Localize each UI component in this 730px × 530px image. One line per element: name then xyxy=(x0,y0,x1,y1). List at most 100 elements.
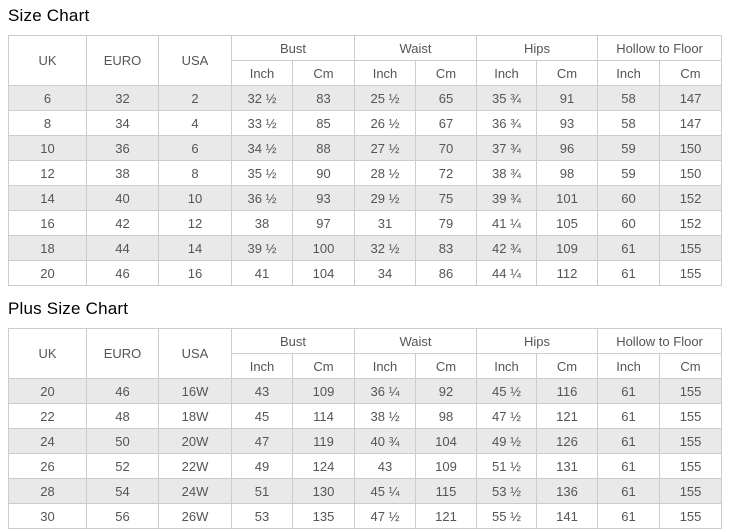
data-cell: 91 xyxy=(536,85,599,111)
data-cell: 36 ¾ xyxy=(476,110,538,136)
data-cell: 121 xyxy=(415,503,478,529)
plus-size-chart-table: UK EURO USA Bust Waist Hips Hollow to Floor Inc… xyxy=(8,328,723,529)
data-cell: 46 xyxy=(86,378,159,404)
data-cell: 61 xyxy=(597,503,661,529)
data-cell: 22 xyxy=(8,403,87,429)
header-subcell-inch: Inch xyxy=(231,353,293,379)
data-cell: 61 xyxy=(597,260,661,286)
data-cell: 44 xyxy=(86,235,159,261)
data-cell: 40 ¾ xyxy=(354,428,417,454)
header-subcell-cm: Cm xyxy=(415,353,478,379)
table-row: 26 52 22W 49 124 43 109 51 ½ 131 61 155 xyxy=(8,453,723,479)
data-cell: 93 xyxy=(536,110,599,136)
data-cell: 28 ½ xyxy=(354,160,417,186)
data-cell: 25 ½ xyxy=(354,85,417,111)
data-cell: 100 xyxy=(291,235,356,261)
header-group-hips: Hips xyxy=(476,35,599,61)
header-subcell-cm: Cm xyxy=(415,60,478,86)
table-row: 22 48 18W 45 114 38 ½ 98 47 ½ 121 61 155 xyxy=(8,403,723,429)
data-cell: 35 ¾ xyxy=(476,85,538,111)
header-group-waist: Waist xyxy=(354,35,478,61)
data-cell: 60 xyxy=(597,210,661,236)
data-cell: 47 ½ xyxy=(476,403,538,429)
data-cell: 61 xyxy=(597,378,661,404)
data-cell: 34 xyxy=(354,260,417,286)
data-cell: 155 xyxy=(659,403,723,429)
data-cell: 88 xyxy=(291,135,356,161)
data-cell: 14 xyxy=(158,235,232,261)
data-cell: 39 ½ xyxy=(231,235,293,261)
table-row: 24 50 20W 47 119 40 ¾ 104 49 ½ 126 61 155 xyxy=(8,428,723,454)
data-cell: 26 xyxy=(8,453,87,479)
data-cell: 20W xyxy=(158,428,232,454)
data-cell: 10 xyxy=(158,185,232,211)
data-cell: 155 xyxy=(659,453,723,479)
table-row: 10 36 6 34 ½ 88 27 ½ 70 37 ¾ 96 59 150 xyxy=(8,135,723,161)
data-cell: 115 xyxy=(415,478,478,504)
header-cell-uk: UK xyxy=(8,35,87,86)
data-cell: 35 ½ xyxy=(231,160,293,186)
data-cell: 155 xyxy=(659,478,723,504)
data-cell: 8 xyxy=(8,110,87,136)
data-cell: 41 xyxy=(231,260,293,286)
data-cell: 42 ¾ xyxy=(476,235,538,261)
data-cell: 43 xyxy=(354,453,417,479)
data-cell: 105 xyxy=(536,210,599,236)
data-cell: 6 xyxy=(158,135,232,161)
data-cell: 93 xyxy=(291,185,356,211)
data-cell: 65 xyxy=(415,85,478,111)
data-cell: 29 ½ xyxy=(354,185,417,211)
data-cell: 16W xyxy=(158,378,232,404)
data-cell: 61 xyxy=(597,235,661,261)
data-cell: 42 xyxy=(86,210,159,236)
data-cell: 61 xyxy=(597,453,661,479)
data-cell: 121 xyxy=(536,403,599,429)
data-cell: 4 xyxy=(158,110,232,136)
data-cell: 135 xyxy=(291,503,356,529)
data-cell: 155 xyxy=(659,260,723,286)
data-cell: 147 xyxy=(659,110,723,136)
data-cell: 59 xyxy=(597,135,661,161)
data-cell: 44 ¼ xyxy=(476,260,538,286)
data-cell: 36 xyxy=(86,135,159,161)
data-cell: 70 xyxy=(415,135,478,161)
table-row: 16 42 12 38 97 31 79 41 ¼ 105 60 152 xyxy=(8,210,723,236)
data-cell: 56 xyxy=(86,503,159,529)
data-cell: 141 xyxy=(536,503,599,529)
data-cell: 92 xyxy=(415,378,478,404)
data-cell: 28 xyxy=(8,478,87,504)
data-cell: 86 xyxy=(415,260,478,286)
data-cell: 40 xyxy=(86,185,159,211)
data-cell: 51 ½ xyxy=(476,453,538,479)
data-cell: 131 xyxy=(536,453,599,479)
data-cell: 55 ½ xyxy=(476,503,538,529)
data-cell: 38 xyxy=(231,210,293,236)
data-cell: 32 xyxy=(86,85,159,111)
header-subcell-inch: Inch xyxy=(476,60,538,86)
data-cell: 54 xyxy=(86,478,159,504)
data-cell: 45 ¼ xyxy=(354,478,417,504)
data-cell: 98 xyxy=(536,160,599,186)
data-cell: 67 xyxy=(415,110,478,136)
data-cell: 51 xyxy=(231,478,293,504)
data-cell: 32 ½ xyxy=(231,85,293,111)
data-cell: 155 xyxy=(659,503,723,529)
data-cell: 31 xyxy=(354,210,417,236)
data-cell: 101 xyxy=(536,185,599,211)
data-cell: 58 xyxy=(597,110,661,136)
data-cell: 114 xyxy=(291,403,356,429)
header-group-bust: Bust xyxy=(230,328,356,354)
data-cell: 116 xyxy=(536,378,599,404)
data-cell: 38 xyxy=(86,160,159,186)
size-chart-title: Size Chart xyxy=(8,6,90,25)
data-cell: 136 xyxy=(536,478,599,504)
data-cell: 26 ½ xyxy=(354,110,417,136)
data-cell: 53 ½ xyxy=(476,478,538,504)
data-cell: 34 ½ xyxy=(231,135,293,161)
data-cell: 104 xyxy=(415,428,478,454)
data-cell: 50 xyxy=(86,428,159,454)
data-cell: 147 xyxy=(659,85,723,111)
data-cell: 152 xyxy=(659,210,723,236)
data-cell: 150 xyxy=(659,160,723,186)
data-cell: 30 xyxy=(8,503,87,529)
